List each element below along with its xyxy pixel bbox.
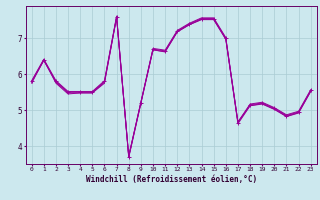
X-axis label: Windchill (Refroidissement éolien,°C): Windchill (Refroidissement éolien,°C) [86, 175, 257, 184]
